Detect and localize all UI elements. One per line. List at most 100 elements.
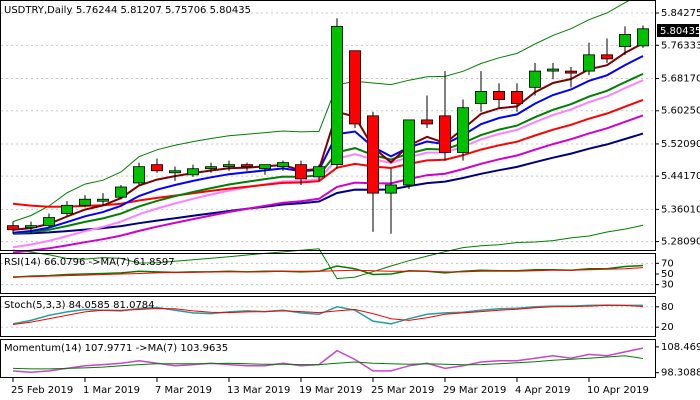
candle — [583, 42, 595, 76]
indicator-series-0 — [12, 264, 644, 278]
candle — [367, 111, 379, 232]
upper-band — [12, 0, 632, 223]
svg-text:5.80435: 5.80435 — [660, 26, 700, 37]
candle — [385, 168, 397, 234]
candle — [529, 62, 541, 96]
indicator-series-0 — [12, 347, 644, 373]
stoch-title: Stoch(5,3,3) 84.0585 81.0784 — [4, 300, 155, 311]
momentum-panel-border — [0, 339, 656, 378]
candle — [331, 18, 343, 169]
candle — [133, 162, 145, 185]
candle — [349, 50, 361, 129]
rsi-levels — [1, 262, 655, 286]
indicator-series-1 — [12, 304, 644, 325]
candle — [511, 83, 523, 112]
candle — [475, 71, 487, 112]
candles — [7, 18, 649, 234]
candle — [457, 99, 469, 161]
xtick-label: 4 Apr 2019 — [515, 385, 570, 396]
xtick-label: 19 Mar 2019 — [299, 385, 362, 396]
ytick-label: 80 — [661, 302, 674, 313]
main-ytick-label: 5.68170 — [661, 74, 700, 85]
rsi-title: RSI(14) 66.0796 ->MA(7) 61.8597 — [4, 257, 175, 268]
candle — [565, 67, 577, 88]
candle — [223, 160, 235, 171]
candle — [205, 162, 217, 173]
ytick-label: 30 — [661, 280, 674, 291]
candle — [151, 158, 163, 173]
indicator-series-1 — [12, 355, 644, 370]
ohlc-readout: 5.76244 5.81207 5.75706 5.80435 — [76, 5, 251, 16]
main-ytick-label: 5.84275 — [661, 8, 700, 19]
candle — [25, 221, 37, 234]
chart-title: USDTRY,Daily — [4, 5, 72, 16]
ma-violet — [12, 79, 644, 249]
indicator-series-0 — [12, 304, 643, 325]
momentum-lines — [12, 347, 644, 373]
stoch-lines — [12, 304, 644, 325]
ytick-label: 108.4693 — [661, 342, 700, 353]
xtick-label: 13 Mar 2019 — [227, 385, 290, 396]
candle — [115, 184, 127, 200]
candle — [295, 160, 307, 185]
candle — [259, 164, 271, 175]
ma-blue — [12, 55, 644, 234]
candle — [403, 119, 415, 190]
momentum-title: Momentum(14) 107.9771 ->MA(7) 103.9635 — [4, 343, 228, 354]
main-ytick-label: 5.76333 — [661, 40, 700, 51]
stoch-panel-border — [0, 296, 656, 337]
candle — [601, 38, 613, 63]
ma-red — [12, 98, 644, 208]
main-y-axis: 5.84275 5.76333 5.68170 5.60250 5.52090 5.441… — [655, 8, 700, 248]
candle — [421, 95, 433, 129]
candle — [43, 213, 55, 228]
xtick-label: 10 Apr 2019 — [587, 385, 649, 396]
ytick-label: 20 — [661, 322, 674, 333]
xtick-label: 25 Feb 2019 — [11, 385, 73, 396]
main-panel-border — [0, 0, 656, 251]
ma-dark-red — [12, 42, 644, 231]
ma-navy — [12, 132, 644, 235]
candle — [277, 160, 289, 171]
ytick-label: 70 — [661, 258, 674, 269]
main-ytick-label: 5.60250 — [661, 106, 700, 117]
momentum-y-axis: 108.4693 98.3088 — [655, 342, 700, 379]
candle — [79, 195, 91, 208]
moving-averages — [12, 0, 644, 280]
main-ytick-label: 5.28090 — [661, 237, 700, 248]
current-price-badge: 5.80435 — [657, 24, 700, 37]
momentum-panel: 108.4693 98.3088 Momentum(14) 107.9771 ->… — [0, 339, 700, 379]
candle — [7, 221, 19, 234]
candle — [61, 201, 73, 216]
candle — [97, 193, 109, 206]
ma-magenta — [12, 114, 644, 254]
ytick-label: 98.3088 — [661, 368, 700, 379]
main-ytick-label: 5.44170 — [661, 171, 700, 182]
candle — [187, 164, 199, 177]
ytick-label: 50 — [661, 269, 674, 280]
candle — [493, 83, 505, 108]
main-price-panel: 5.84275 5.76333 5.68170 5.60250 5.52090 5.441… — [0, 0, 700, 280]
stoch-panel: 80 20 Stoch(5,3,3) 84.0585 81.0784 — [0, 296, 674, 337]
candle — [313, 164, 325, 181]
main-ytick-label: 5.36010 — [661, 204, 700, 215]
candle — [241, 162, 253, 171]
candle — [439, 71, 451, 161]
xtick-label: 25 Mar 2019 — [371, 385, 434, 396]
candle — [619, 26, 631, 55]
xtick-label: 1 Mar 2019 — [83, 385, 140, 396]
candle — [637, 25, 649, 48]
xtick-label: 7 Mar 2019 — [155, 385, 212, 396]
candle — [547, 62, 559, 80]
stoch-y-axis: 80 20 — [655, 302, 674, 333]
main-ytick-label: 5.52090 — [661, 139, 700, 150]
ma-green — [12, 72, 644, 235]
xtick-label: 29 Mar 2019 — [443, 385, 506, 396]
candle — [169, 166, 181, 181]
x-axis: 25 Feb 2019 1 Mar 2019 7 Mar 2019 13 Mar 20… — [11, 378, 649, 396]
rsi-lines — [12, 264, 644, 278]
indicator-series-1 — [13, 267, 644, 278]
